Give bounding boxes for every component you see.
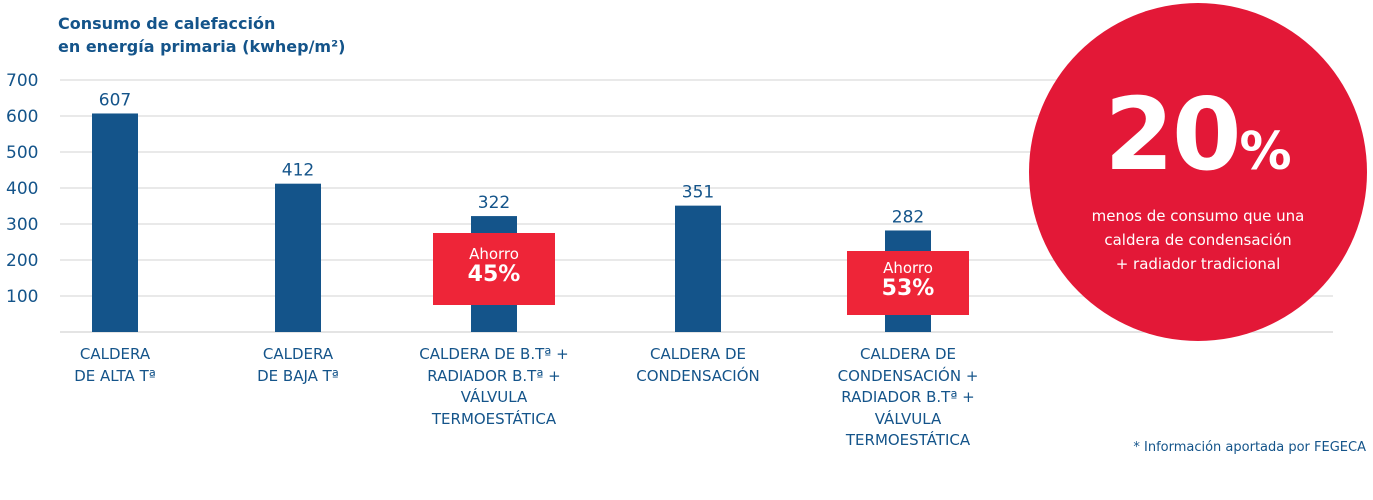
callout-number: 20 [1104,76,1241,193]
category-label-line: CALDERA [262,345,334,363]
bar-value-label: 322 [478,193,510,213]
x-axis-category-label: CALDERA DE BAJA Tª [198,344,398,387]
category-label-line: RADIADOR B.Tª + [841,388,975,406]
savings-badge-value: 45% [467,262,521,287]
callout-description-line-1: menos de consumo que una [1091,207,1305,225]
category-label-line: RADIADOR B.Tª + [427,366,561,385]
savings-badge: Ahorro 53% [847,251,969,315]
y-axis-ticks: 100 200 300 400 500 600 700 [6,71,38,307]
y-tick-label: 300 [6,215,38,235]
category-label-line: CALDERA DE [860,345,956,363]
chart-title: Consumo de calefacción en energía primar… [58,12,345,58]
category-label-line: CONDENSACIÓN [636,366,760,385]
bar-value-label: 412 [282,161,314,181]
category-label-line: TERMOESTÁTICA [431,409,557,428]
y-tick-label: 400 [6,179,38,199]
category-label-line: DE ALTA Tª [74,366,156,385]
savings-badge-label: Ahorro [469,245,519,263]
category-label-line: DE BAJA Tª [257,366,339,385]
savings-badge: Ahorro 45% [433,233,555,305]
bar-value-label: 607 [99,90,131,110]
x-axis-category-label: CALDERA DE CONDENSACIÓN [598,344,798,387]
x-axis-category-label: CALDERA DE B.Tª + RADIADOR B.Tª + VÁLVULA T… [394,344,594,430]
chart-title-line-2: en energía primaria (kwhep/m²) [58,37,346,56]
bar-value-label: 351 [682,183,714,203]
bar [92,113,138,332]
category-label-line: VÁLVULA [874,409,942,428]
x-axis-category-label: CALDERA DE CONDENSACIÓN + RADIADOR B.Tª + V… [808,344,1008,452]
value-labels: 607 412 322 351 282 [99,90,924,227]
y-tick-label: 500 [6,143,38,163]
category-label-line: VÁLVULA [460,388,528,406]
callout-description-line-3: + radiador tradicional [1115,255,1281,273]
y-tick-label: 700 [6,71,38,91]
chart-title-line-1: Consumo de calefacción [58,14,276,33]
savings-callout-circle: 20% menos de consumo que una caldera de … [1029,3,1367,341]
bar [275,183,321,332]
x-axis-category-label: CALDERA DE ALTA Tª [15,344,215,387]
bar-value-label: 282 [892,207,924,227]
savings-badge-label: Ahorro [883,259,933,277]
category-label-line: CONDENSACIÓN + [837,366,979,385]
y-tick-label: 100 [6,287,38,307]
category-label-line: CALDERA [79,345,151,363]
bar [675,205,721,332]
callout-figure: 20% [1029,85,1367,185]
y-tick-label: 200 [6,251,38,271]
callout-percent-sign: % [1239,122,1292,182]
callout-description-line-2: caldera de condensación [1104,231,1292,249]
callout-description: menos de consumo que una caldera de cond… [1029,204,1367,276]
category-label-line: TERMOESTÁTICA [845,431,971,449]
category-label-line: CALDERA DE B.Tª + [419,345,569,363]
savings-badge-value: 53% [881,276,935,301]
source-footnote: * Información aportada por FEGECA [1133,440,1366,455]
y-tick-label: 600 [6,107,38,127]
category-label-line: CALDERA DE [650,345,746,363]
